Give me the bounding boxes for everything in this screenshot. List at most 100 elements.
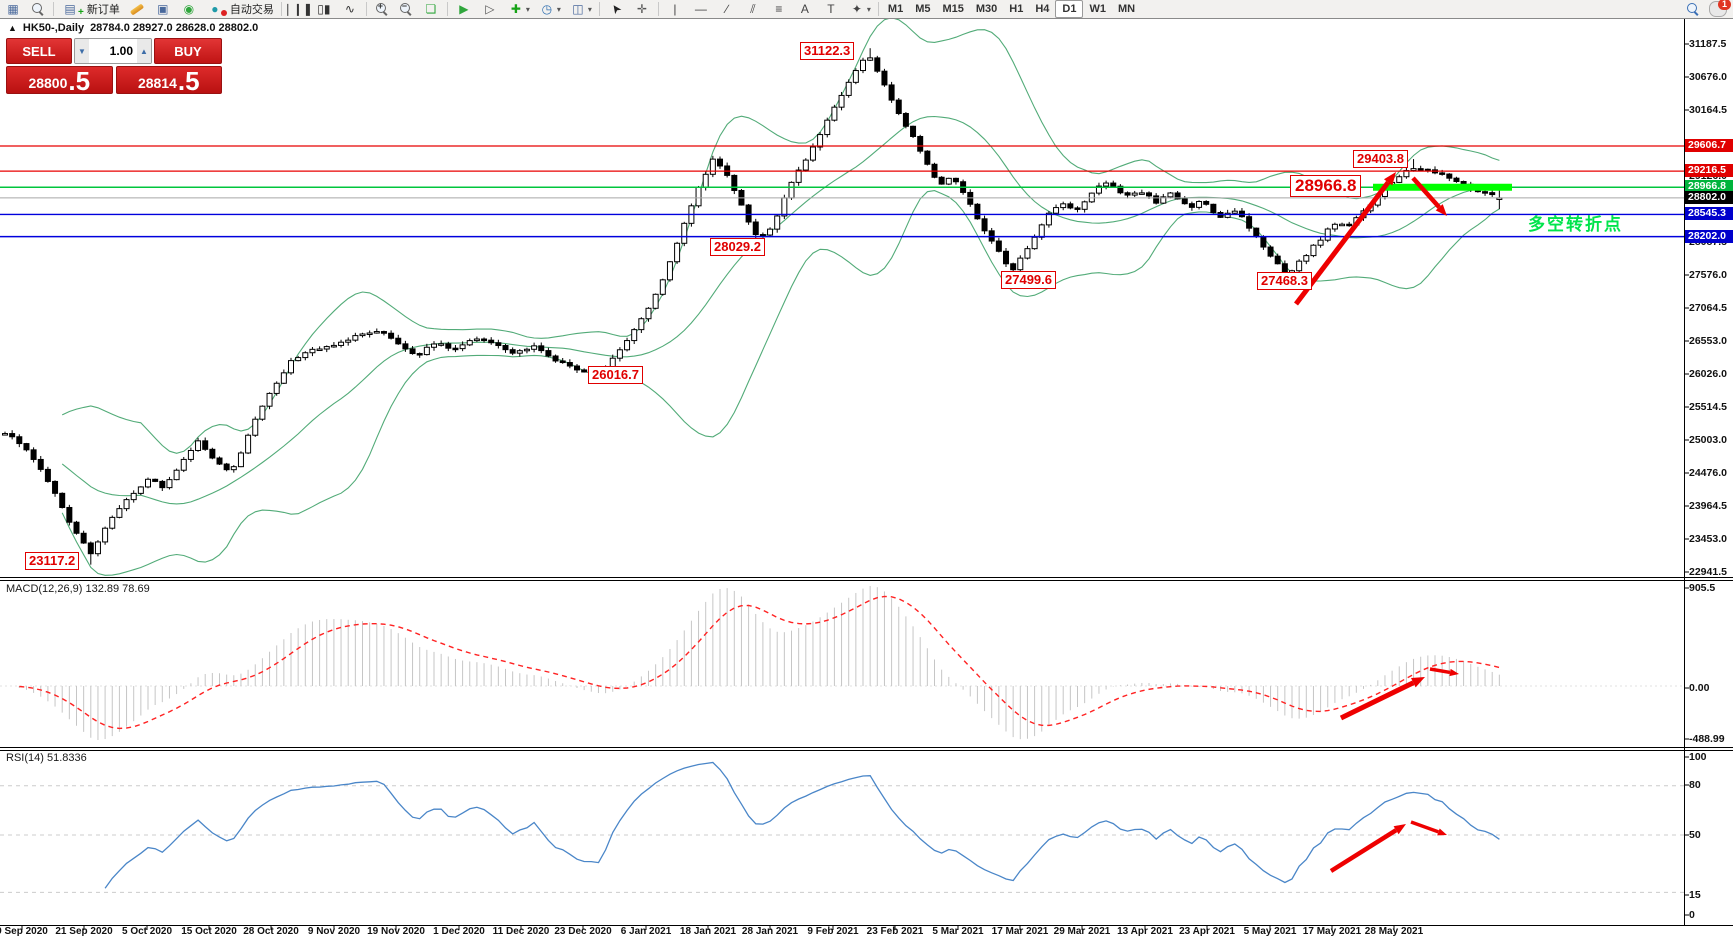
sell-price-button[interactable]: 28800 .5 [6, 66, 113, 94]
zoom-in-icon[interactable]: + [370, 1, 394, 17]
time-axis-label: 17 Mar 2021 [991, 926, 1049, 937]
trendline-icon[interactable]: ∕ [725, 2, 728, 16]
sell-price-pips: .5 [68, 66, 91, 96]
price-tick: 27064.5 [1689, 302, 1727, 314]
line-chart-icon[interactable]: ∿ [344, 2, 355, 16]
time-axis-label: 19 Nov 2020 [367, 926, 425, 937]
price-line-badge: 28966.8 [1685, 180, 1733, 193]
time-axis-label: 28 May 2021 [1364, 926, 1424, 937]
symbol-bar: ▲ HK50-,Daily 28784.0 28927.0 28628.0 28… [8, 22, 258, 34]
price-tick: 31187.5 [1689, 38, 1727, 50]
price-line-badge: 28802.0 [1685, 191, 1733, 204]
experts-icon[interactable]: ▣ [157, 2, 169, 16]
buy-button[interactable]: BUY [154, 38, 222, 64]
notifications-icon[interactable]: 1 [1709, 0, 1731, 17]
price-tick: 26553.0 [1689, 335, 1727, 347]
rsi-scale-tick: 100 [1689, 751, 1707, 763]
timeframe-d1[interactable]: D1 [1055, 0, 1084, 18]
price-line-badge: 28202.0 [1685, 230, 1733, 243]
add-indicator-icon[interactable]: ✚ ▾ [510, 2, 530, 16]
price-annotation[interactable]: 26016.7 [588, 366, 643, 384]
text-label-icon[interactable]: T [827, 2, 835, 16]
price-annotation[interactable]: 29403.8 [1353, 150, 1408, 168]
signals-icon[interactable]: ◉ [183, 2, 195, 16]
macd-scale-tick: 905.5 [1689, 582, 1716, 594]
volume-decrease-icon[interactable]: ▼ [75, 39, 89, 63]
price-line-badge: 29606.7 [1685, 139, 1733, 152]
timeframe-m15[interactable]: M15 [942, 3, 964, 15]
price-tick: 26026.0 [1689, 368, 1727, 380]
sell-button[interactable]: SELL [6, 38, 72, 64]
timeframe-m1[interactable]: M1 [887, 3, 904, 15]
chart-shift-icon[interactable]: ▷ [485, 2, 495, 16]
fibonacci-icon[interactable]: ≡ [775, 2, 783, 16]
search-icon[interactable] [1685, 1, 1701, 17]
volume-stepper[interactable]: ▼ ▲ [74, 38, 152, 64]
tile-windows-icon[interactable]: ❏ [425, 2, 437, 16]
turning-point-label[interactable]: 多空转折点 [1528, 215, 1623, 234]
zoom-out-icon[interactable]: − [394, 1, 418, 17]
timeframe-m30[interactable]: M30 [975, 3, 998, 15]
timeframe-m5[interactable]: M5 [915, 3, 931, 15]
symbol-ohlc: 28784.0 28927.0 28628.0 28802.0 [90, 22, 259, 34]
price-annotation[interactable]: 27499.6 [1001, 271, 1056, 289]
toolbar-separator [53, 2, 54, 16]
toolbar-separator [365, 2, 367, 16]
timeframe-h1[interactable]: H1 [1009, 3, 1024, 15]
candle-chart-icon[interactable]: ▯▮ [317, 2, 331, 16]
toolbar-separator [598, 2, 600, 16]
text-icon[interactable]: A [800, 2, 809, 16]
volume-increase-icon[interactable]: ▲ [137, 39, 151, 63]
buy-price-button[interactable]: 28814 .5 [115, 66, 222, 96]
period-clock-icon[interactable]: ◷ ▾ [541, 2, 561, 16]
price-line-badge: 29216.5 [1685, 164, 1733, 177]
one-click-trade-panel: SELL ▼ ▲ BUY 28800 .5 28814 .5 [6, 38, 222, 94]
one-click-collapse-icon[interactable]: ▲ [8, 23, 17, 33]
price-annotation[interactable]: 28966.8 [1290, 175, 1362, 197]
time-axis-label: 28 Oct 2020 [243, 926, 299, 937]
time-axis-label: 5 May 2021 [1243, 926, 1297, 937]
horizontal-line-icon[interactable]: — [694, 2, 707, 16]
price-tick: 25514.5 [1689, 401, 1727, 413]
rsi-scale-tick: 50 [1689, 829, 1701, 841]
price-line-badge: 28545.3 [1685, 207, 1733, 220]
styles-icon[interactable] [124, 1, 150, 17]
volume-input[interactable] [89, 39, 137, 63]
price-annotation[interactable]: 28029.2 [710, 238, 765, 256]
templates-icon[interactable]: ◫ ▾ [572, 2, 592, 16]
arrows-icon[interactable]: ✦ ▾ [851, 2, 871, 16]
chart-window-icon[interactable]: ▦ [7, 2, 19, 16]
time-axis-label: 5 Mar 2021 [932, 926, 984, 937]
price-tick: 30164.5 [1689, 104, 1727, 116]
new-order-button[interactable]: ▤ + 新订单 [64, 2, 120, 18]
price-annotation[interactable]: 23117.2 [25, 552, 80, 570]
price-tick: 24476.0 [1689, 467, 1727, 479]
price-tick: 23453.0 [1689, 533, 1727, 545]
time-axis-label: 17 May 2021 [1302, 926, 1362, 937]
autotrade-button[interactable]: ● 自动交易 [211, 2, 274, 16]
buy-price-pips: .5 [177, 66, 200, 96]
rsi-scale-tick: 80 [1689, 779, 1701, 791]
price-tick: 22941.5 [1689, 566, 1727, 578]
timeframe-h4[interactable]: H4 [1035, 3, 1050, 15]
timeframe-w1[interactable]: W1 [1089, 3, 1106, 15]
channel-icon[interactable]: ⫽ [750, 1, 756, 16]
cursor-icon[interactable]: ➤ [607, 0, 625, 18]
timeframe-mn[interactable]: MN [1117, 3, 1136, 15]
symbol-title: HK50-,Daily [22, 22, 85, 34]
auto-scroll-icon[interactable]: ▶ [459, 2, 469, 16]
time-axis-label: 23 Dec 2020 [554, 926, 612, 937]
price-tick: 25003.0 [1689, 434, 1727, 446]
price-tick: 30676.0 [1689, 71, 1727, 83]
toolbar-separator [280, 2, 282, 16]
time-axis-label: 9 Nov 2020 [307, 926, 361, 937]
price-annotation[interactable]: 27468.3 [1257, 272, 1312, 290]
crosshair-icon[interactable]: ✛ [636, 2, 647, 16]
price-annotation[interactable]: 31122.3 [800, 42, 855, 60]
time-axis-label: 23 Feb 2021 [866, 926, 924, 937]
bar-chart-icon[interactable]: ❘❙❚ [282, 2, 313, 16]
chart-preview-icon[interactable] [26, 1, 50, 17]
vertical-line-icon[interactable]: | [673, 2, 677, 16]
price-tick: 27576.0 [1689, 269, 1727, 281]
